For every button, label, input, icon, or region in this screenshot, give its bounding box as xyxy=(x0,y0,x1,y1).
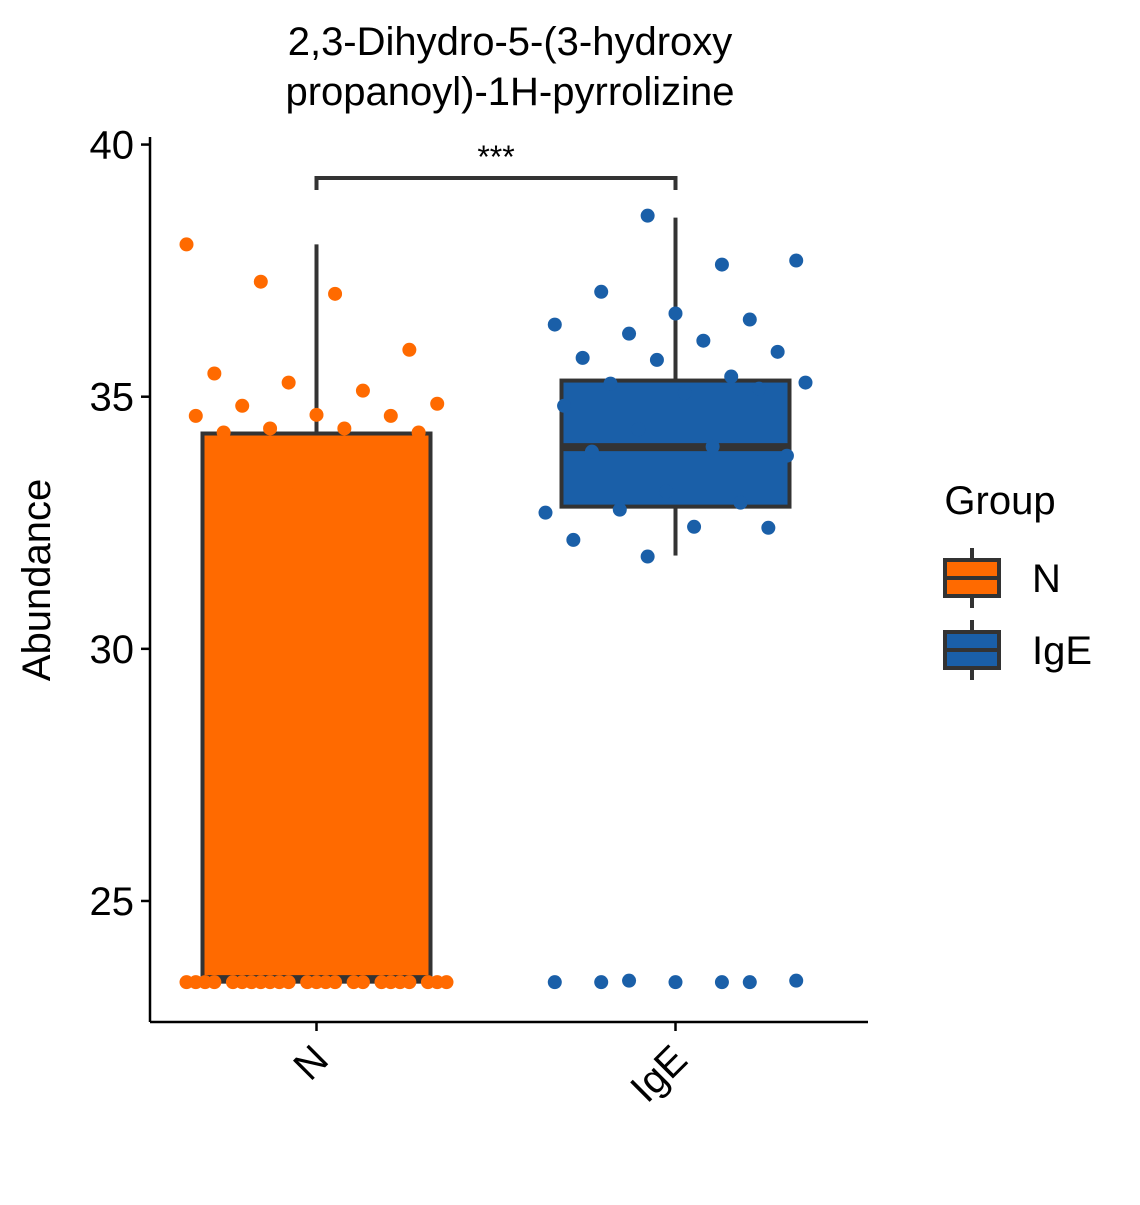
data-point xyxy=(328,286,343,301)
data-point xyxy=(742,975,757,990)
data-point xyxy=(566,532,581,547)
data-point xyxy=(281,975,296,990)
legend-title: Group xyxy=(944,479,1055,523)
data-point xyxy=(355,975,370,990)
x-tick-label: N xyxy=(285,1037,337,1089)
data-point xyxy=(188,408,203,423)
data-point xyxy=(594,975,609,990)
data-point xyxy=(235,975,250,990)
data-point xyxy=(640,208,655,223)
data-point xyxy=(538,505,553,520)
significance-label: *** xyxy=(477,139,514,175)
data-point xyxy=(337,421,352,436)
significance-bracket xyxy=(314,176,678,190)
data-point xyxy=(430,975,445,990)
data-point xyxy=(281,375,296,390)
data-point xyxy=(328,975,343,990)
data-point xyxy=(594,284,609,299)
data-point xyxy=(668,306,683,321)
data-point xyxy=(584,444,599,459)
y-tick-label: 30 xyxy=(90,628,135,672)
data-point xyxy=(547,317,562,332)
data-point xyxy=(603,376,618,391)
data-point xyxy=(714,257,729,272)
data-point xyxy=(253,274,268,289)
data-point xyxy=(263,421,278,436)
data-point xyxy=(789,973,804,988)
data-point xyxy=(365,509,380,524)
data-point xyxy=(402,975,417,990)
data-point xyxy=(188,975,203,990)
data-point xyxy=(742,312,757,327)
data-point xyxy=(575,350,590,365)
data-point xyxy=(557,398,572,413)
data-point xyxy=(612,502,627,517)
y-tick-label: 40 xyxy=(90,124,135,168)
data-point xyxy=(752,381,767,396)
data-point xyxy=(355,383,370,398)
data-point xyxy=(235,398,250,413)
y-tick-label: 25 xyxy=(90,880,135,924)
data-point xyxy=(263,975,278,990)
data-point xyxy=(640,549,655,564)
data-point xyxy=(659,484,674,499)
data-point xyxy=(216,425,231,440)
data-point xyxy=(724,369,739,384)
data-point xyxy=(714,975,729,990)
data-point xyxy=(649,352,664,367)
data-point xyxy=(430,396,445,411)
data-point xyxy=(761,520,776,535)
data-point xyxy=(207,975,222,990)
data-point xyxy=(179,237,194,252)
data-point xyxy=(383,975,398,990)
data-point xyxy=(668,975,683,990)
data-point xyxy=(622,973,637,988)
y-axis-label: Abundance xyxy=(15,479,59,681)
data-point xyxy=(789,253,804,268)
data-point xyxy=(779,448,794,463)
data-point xyxy=(207,366,222,381)
box xyxy=(200,431,433,984)
legend-label: IgE xyxy=(1032,629,1092,673)
data-point xyxy=(309,975,324,990)
data-point xyxy=(411,425,426,440)
data-point xyxy=(687,519,702,534)
data-point xyxy=(383,408,398,423)
data-point xyxy=(705,439,720,454)
x-tick-label: IgE xyxy=(622,1037,696,1111)
data-point xyxy=(696,333,711,348)
data-point xyxy=(622,326,637,341)
chart-title: propanoyl)-1H-pyrrolizine xyxy=(285,70,734,114)
legend-label: N xyxy=(1032,557,1061,601)
data-point xyxy=(677,385,692,400)
chart-title: 2,3-Dihydro-5-(3-hydroxy xyxy=(288,20,733,64)
data-point xyxy=(309,407,324,422)
data-point xyxy=(798,375,813,390)
data-point xyxy=(402,342,417,357)
data-point xyxy=(290,477,305,492)
data-point xyxy=(631,422,646,437)
data-point xyxy=(770,344,785,359)
data-point xyxy=(547,975,562,990)
y-tick-label: 35 xyxy=(90,376,135,420)
data-point xyxy=(733,495,748,510)
